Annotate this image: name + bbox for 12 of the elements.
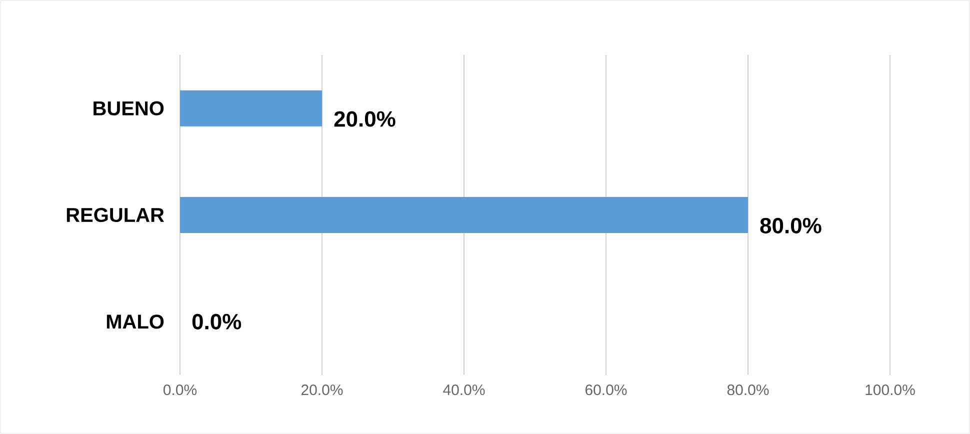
y-tick-label: MALO [106,314,164,329]
x-tick-label: 100.0% [866,384,915,396]
x-tick-label: 0.0% [164,384,197,396]
x-tick-label: 80.0% [727,384,769,396]
data-label: 20.0% [334,111,396,127]
data-label: 80.0% [760,218,822,234]
y-tick-label: BUENO [94,101,164,116]
x-tick-label: 40.0% [443,384,485,396]
y-tick-label: REGULAR [66,208,164,222]
x-tick-label: 60.0% [586,384,627,396]
x-tick-label: 20.0% [301,384,343,396]
data-label: 0.0% [192,314,242,330]
